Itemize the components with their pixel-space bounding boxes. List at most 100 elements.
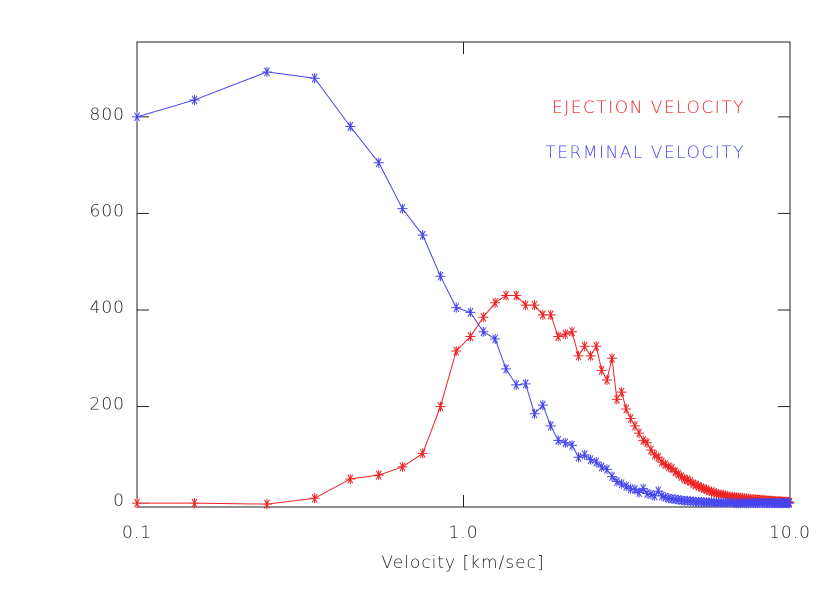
point-marker (688, 478, 699, 489)
point-marker (656, 457, 667, 468)
point-marker (490, 297, 501, 308)
point-marker (345, 121, 356, 132)
point-marker (465, 331, 476, 342)
point-marker (417, 230, 428, 241)
point-marker (616, 478, 627, 489)
x-tick-label: 1.0 (448, 523, 478, 543)
y-tick-label: 0 (113, 491, 125, 511)
point-marker (345, 473, 356, 484)
point-marker (573, 452, 584, 463)
point-marker (645, 489, 656, 500)
point-marker (560, 329, 571, 340)
point-marker (690, 479, 701, 490)
point-marker (645, 445, 656, 456)
point-marker (696, 482, 707, 493)
point-marker (261, 499, 272, 510)
series-line (136, 71, 790, 504)
point-marker (656, 490, 667, 501)
point-marker (261, 66, 272, 77)
point-marker (373, 157, 384, 168)
point-marker (625, 413, 636, 424)
point-marker (596, 461, 607, 472)
point-marker (478, 312, 489, 323)
point-marker (132, 498, 142, 509)
point-marker (642, 488, 653, 499)
x-axis-title: Velocity [km/sec] (381, 553, 544, 573)
point-marker (511, 379, 522, 390)
point-marker (621, 481, 632, 492)
point-marker (567, 326, 578, 337)
point-marker (663, 461, 674, 472)
point-marker (591, 457, 602, 468)
point-marker (465, 307, 476, 318)
point-marker (649, 449, 660, 460)
point-marker (611, 476, 622, 487)
point-marker (698, 483, 709, 494)
point-marker (676, 471, 687, 482)
point-marker (545, 420, 556, 431)
x-tick-label: 0.1 (122, 523, 152, 543)
point-marker (653, 486, 664, 497)
point-marker (708, 487, 719, 498)
point-marker (309, 493, 320, 504)
point-marker (189, 94, 200, 105)
point-marker (653, 452, 664, 463)
y-tick-label: 800 (90, 105, 125, 125)
point-marker (642, 437, 653, 448)
point-marker (673, 469, 684, 480)
point-marker (607, 471, 618, 482)
legend-label: TERMINAL VELOCITY (545, 143, 745, 163)
point-marker (706, 486, 717, 497)
point-marker (629, 484, 640, 495)
point-marker (585, 350, 596, 361)
series-line (137, 295, 790, 505)
point-marker (591, 341, 602, 352)
y-tick-label: 400 (90, 298, 125, 318)
point-marker (784, 498, 795, 509)
point-marker (685, 476, 696, 487)
x-tick-label: 10.0 (769, 523, 811, 543)
point-marker (649, 490, 660, 501)
point-marker (490, 333, 501, 344)
point-marker (625, 483, 636, 494)
point-marker (585, 454, 596, 465)
point-marker (520, 300, 531, 311)
point-marker (417, 448, 428, 459)
point-marker (611, 394, 622, 405)
point-marker (567, 440, 578, 451)
point-marker (579, 341, 590, 352)
point-marker (132, 111, 142, 122)
point-marker (373, 470, 384, 481)
point-marker (529, 408, 540, 419)
y-tick-label: 200 (90, 395, 125, 415)
point-marker (397, 461, 408, 472)
legend-label: EJECTION VELOCITY (552, 98, 745, 118)
point-marker (537, 400, 548, 411)
point-marker (601, 464, 612, 475)
point-marker (634, 428, 645, 439)
point-marker (478, 326, 489, 337)
point-marker (529, 300, 540, 311)
point-marker (666, 463, 677, 474)
point-marker (189, 498, 200, 509)
point-marker (501, 363, 512, 374)
point-marker (553, 435, 564, 446)
point-marker (679, 473, 690, 484)
point-marker (660, 459, 671, 470)
point-marker (451, 302, 462, 313)
point-marker (501, 290, 512, 301)
point-marker (397, 203, 408, 214)
point-marker (511, 290, 522, 301)
point-marker (601, 375, 612, 386)
point-marker (701, 484, 712, 495)
point-marker (629, 420, 640, 431)
point-marker (309, 73, 320, 84)
point-marker (616, 387, 627, 398)
point-marker (579, 449, 590, 460)
y-tick-label: 600 (90, 201, 125, 221)
point-marker (607, 353, 618, 364)
point-marker (545, 309, 556, 320)
point-marker (435, 271, 446, 282)
